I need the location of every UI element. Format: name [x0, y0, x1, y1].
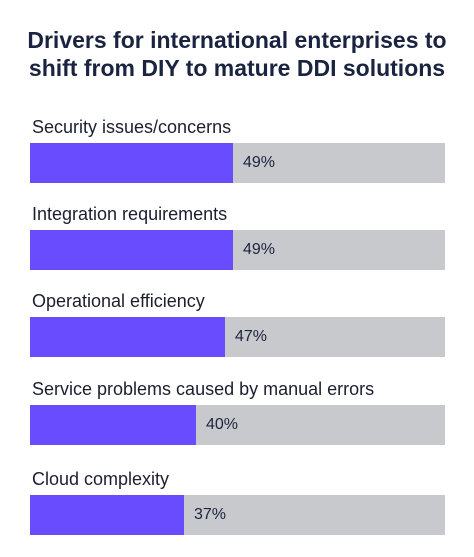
bar-label: Security issues/concerns: [32, 117, 232, 137]
bar-value-label: 40%: [206, 416, 239, 433]
chart-title: Drivers for international enterprises to…: [0, 26, 474, 82]
bar-row: Service problems caused by manual errors…: [30, 378, 445, 445]
bar-row: Cloud complexity 37%: [30, 468, 445, 535]
bar-label: Cloud complexity: [32, 469, 170, 489]
bar-value-label: 49%: [243, 241, 276, 258]
bar-row: Integration requirements 49%: [30, 203, 445, 270]
bar-track: 40%: [30, 405, 445, 445]
chart-title-line-2: shift from DIY to mature DDI solutions: [28, 55, 446, 81]
chart-title-line-1: Drivers for international enterprises to: [27, 27, 447, 53]
bar-value-label: 47%: [235, 328, 268, 345]
bar-row: Security issues/concerns 49%: [30, 116, 445, 183]
bar: [30, 230, 233, 270]
bar: [30, 495, 184, 535]
bar-track: 49%: [30, 230, 445, 270]
bar-track: 49%: [30, 143, 445, 183]
bar-label: Service problems caused by manual errors: [32, 379, 375, 399]
bar-track: 37%: [30, 495, 445, 535]
bar-value-label: 49%: [243, 154, 276, 171]
bar-track: 47%: [30, 317, 445, 357]
bar: [30, 405, 196, 445]
bar: [30, 317, 225, 357]
bar: [30, 143, 233, 183]
bar-label: Operational efficiency: [32, 291, 205, 311]
bar-value-label: 37%: [194, 506, 227, 523]
bar-row: Operational efficiency 47%: [30, 290, 445, 357]
bar-label: Integration requirements: [32, 204, 228, 224]
